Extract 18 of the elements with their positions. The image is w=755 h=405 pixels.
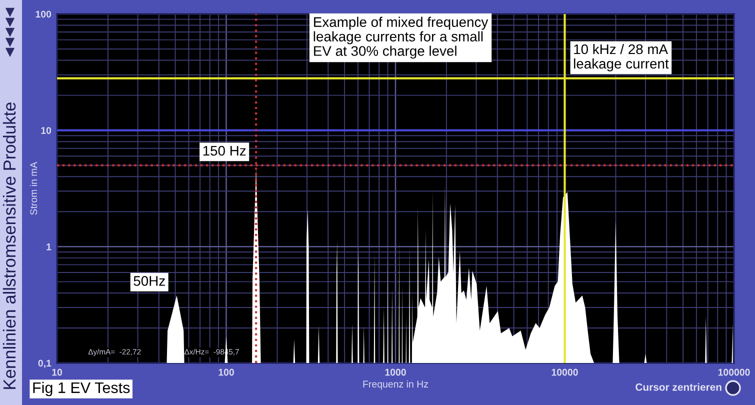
text: Cursor zentrieren [636,383,722,391]
y-tick-label: 100 [36,10,52,18]
text: Kennlinien allstromsensitive Produkte [2,102,16,389]
text: Example of mixed frequency leakage currents for a small EV at 30% charge level [314,16,488,59]
y-tick-label: 10 [41,127,52,134]
x-axis-title: Frequenz in Hz [363,380,428,390]
y-tick-label: 1 [46,244,52,250]
y-axis-title: Strom in mA [30,162,38,215]
annotation: 50Hz [134,276,165,286]
caption: Fig 1 EV Tests [33,382,130,396]
x-tick-label: 100 [218,368,234,376]
x-tick-label: 10 [52,368,62,376]
x-tick-label: 100000 [718,368,750,376]
x-tick-label: 10000 [552,368,578,376]
annotation: 10 kHz / 28 mA leakage current [574,44,669,72]
annotation: 150 Hz [203,146,246,156]
x-tick-label: 1000 [385,368,406,376]
y-tick-label: 0,1 [38,360,52,368]
